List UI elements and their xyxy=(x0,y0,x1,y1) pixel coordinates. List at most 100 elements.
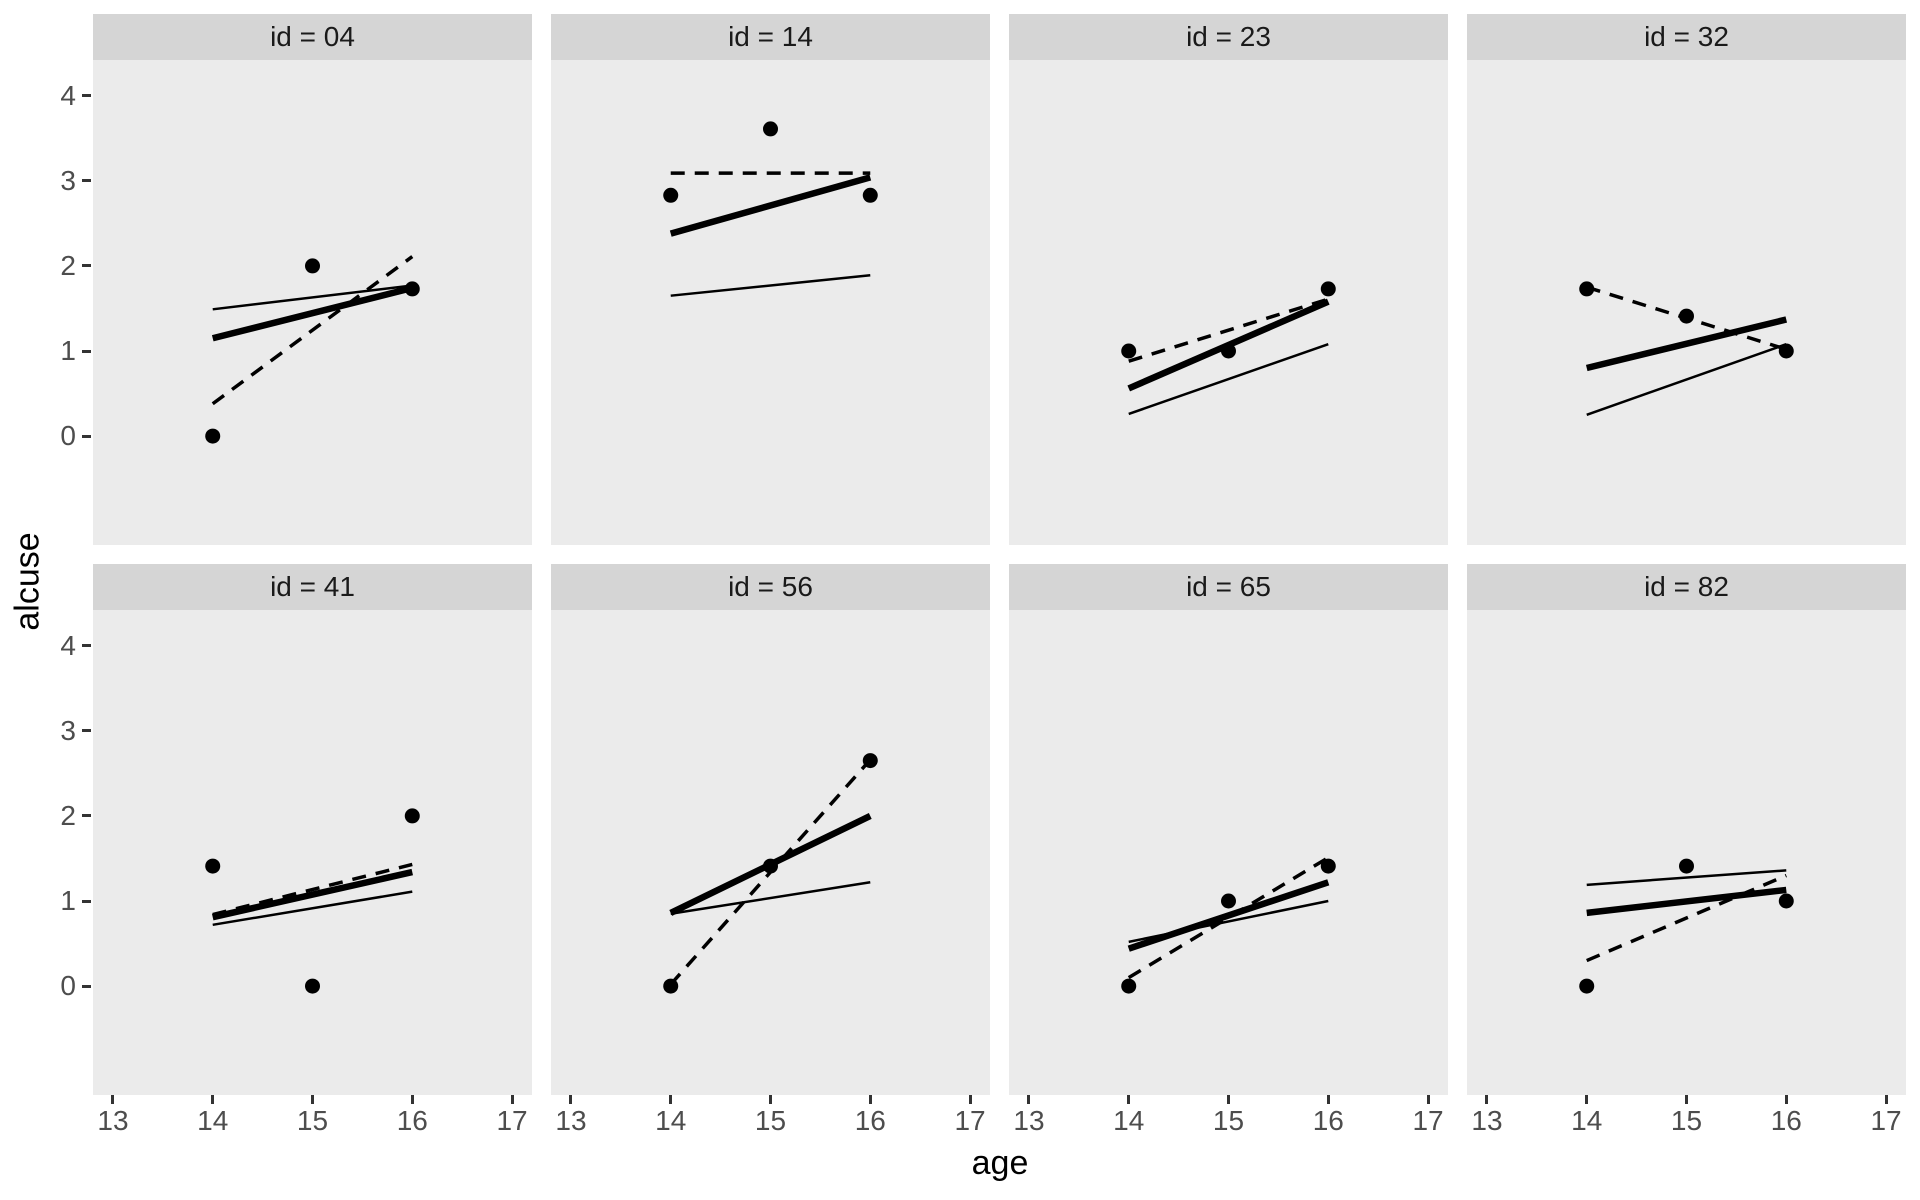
data-point xyxy=(1221,893,1236,909)
x-axis-tick-label: 15 xyxy=(1212,1105,1245,1136)
x-axis-tick-mark xyxy=(968,1095,972,1104)
subject-fitted-line xyxy=(1127,879,1330,952)
y-axis-tick-label: 1 xyxy=(60,885,76,916)
facet-canvas xyxy=(1009,610,1448,1095)
data-point xyxy=(663,187,679,203)
x-axis-tick-label: 15 xyxy=(754,1105,787,1136)
facet-panel xyxy=(551,610,990,1095)
x-axis-tick-mark xyxy=(868,1095,872,1104)
x-axis-tick-label: 17 xyxy=(1870,1105,1902,1136)
facet-canvas xyxy=(1467,610,1906,1095)
data-point xyxy=(1221,343,1236,359)
data-point xyxy=(305,258,320,274)
data-point xyxy=(862,187,878,203)
panel-background xyxy=(93,610,532,1095)
subject-fitted-line xyxy=(669,174,872,237)
x-axis-tick-label: 14 xyxy=(1571,1105,1603,1136)
y-axis-tick-mark xyxy=(82,179,91,183)
y-axis-tick-mark xyxy=(82,814,91,818)
x-axis-tick-label: 16 xyxy=(854,1105,886,1136)
panel-background xyxy=(1009,610,1448,1095)
facet-strip-label: id = 41 xyxy=(270,571,355,602)
x-axis-tick-mark xyxy=(211,1095,215,1104)
facet-canvas xyxy=(551,610,990,1095)
data-point xyxy=(205,858,221,874)
population-trajectory-line xyxy=(212,890,413,927)
y-axis-tick-mark xyxy=(82,729,91,733)
x-axis-tick-label: 17 xyxy=(954,1105,986,1136)
facet-strip: id = 41 xyxy=(93,564,532,610)
x-axis-tick-mark xyxy=(1685,1095,1688,1104)
panel-background xyxy=(551,60,990,545)
data-point xyxy=(1320,858,1336,874)
x-axis-tick-label: 13 xyxy=(1013,1105,1045,1136)
x-axis-tick-label: 13 xyxy=(1471,1105,1503,1136)
panel-background xyxy=(93,60,532,545)
x-axis-tick-label: 16 xyxy=(1770,1105,1802,1136)
facet-strip-label: id = 65 xyxy=(1186,571,1271,602)
population-trajectory-line xyxy=(670,274,871,297)
facet-panel xyxy=(1009,610,1448,1095)
x-axis-tick-mark xyxy=(1027,1095,1031,1104)
subject-fitted-line xyxy=(1585,316,1788,372)
x-axis-tick-mark xyxy=(569,1095,573,1104)
facet-strip-label: id = 23 xyxy=(1186,21,1271,52)
facet-strip-label: id = 32 xyxy=(1644,21,1729,52)
y-axis-tick-label: 3 xyxy=(60,714,76,746)
data-point xyxy=(404,808,420,824)
facet-canvas xyxy=(551,60,990,545)
population-trajectory-line xyxy=(1586,869,1787,887)
data-point xyxy=(763,858,778,874)
facet-strip-label: id = 04 xyxy=(270,21,355,52)
panel-background xyxy=(1009,60,1448,545)
y-axis-tick-mark xyxy=(82,984,91,988)
population-trajectory-line xyxy=(212,284,413,311)
data-point xyxy=(1679,308,1694,324)
x-axis-tick-label: 15 xyxy=(1670,1105,1703,1136)
data-point xyxy=(1121,978,1137,994)
y-axis-tick-mark xyxy=(82,434,91,438)
facet-canvas xyxy=(93,60,532,545)
facet-strip: id = 65 xyxy=(1009,564,1448,610)
x-axis-tick-mark xyxy=(769,1095,772,1104)
population-trajectory-line xyxy=(670,881,871,915)
x-axis-tick-mark xyxy=(1784,1095,1788,1104)
facet-strip: id = 56 xyxy=(551,564,990,610)
facet-strip: id = 82 xyxy=(1467,564,1906,610)
x-axis-tick-mark xyxy=(1884,1095,1888,1104)
x-axis-tick-label: 13 xyxy=(555,1105,587,1136)
y-axis-tick-mark xyxy=(82,349,91,353)
x-axis-tick-mark xyxy=(510,1095,514,1104)
x-axis-tick-label: 16 xyxy=(1312,1105,1344,1136)
data-point xyxy=(862,753,878,769)
x-axis-tick-label: 14 xyxy=(1113,1105,1145,1136)
y-axis-tick-label: 2 xyxy=(60,799,76,831)
x-axis-tick-mark xyxy=(1585,1095,1589,1104)
x-axis-tick-label: 13 xyxy=(97,1105,129,1136)
y-axis-tick-label: 0 xyxy=(60,420,76,452)
x-axis-tick-label: 15 xyxy=(296,1105,329,1136)
y-axis-tick-mark xyxy=(82,644,91,648)
panel-background xyxy=(551,610,990,1095)
y-axis-tick-label: 4 xyxy=(60,629,76,661)
data-point xyxy=(1778,893,1794,909)
facet-panel xyxy=(93,60,532,545)
ols-dashed-line xyxy=(1127,856,1330,980)
facet-panel xyxy=(93,610,532,1095)
data-point xyxy=(1579,978,1595,994)
facet-strip-label: id = 56 xyxy=(728,571,813,602)
facet-strip: id = 14 xyxy=(551,14,990,60)
data-point xyxy=(404,281,420,297)
x-axis-tick-mark xyxy=(410,1095,414,1104)
x-axis-tick-label: 16 xyxy=(396,1105,428,1136)
data-point xyxy=(1778,343,1794,359)
x-axis-tick-mark xyxy=(1485,1095,1489,1104)
x-axis-tick-mark xyxy=(311,1095,314,1104)
y-axis-tick-label: 1 xyxy=(60,335,76,366)
facet-strip-label: id = 82 xyxy=(1644,571,1729,602)
subject-fitted-line xyxy=(1586,886,1787,917)
facet-canvas xyxy=(93,610,532,1095)
subject-fitted-line xyxy=(212,868,413,921)
y-axis-tick-mark xyxy=(82,94,91,98)
